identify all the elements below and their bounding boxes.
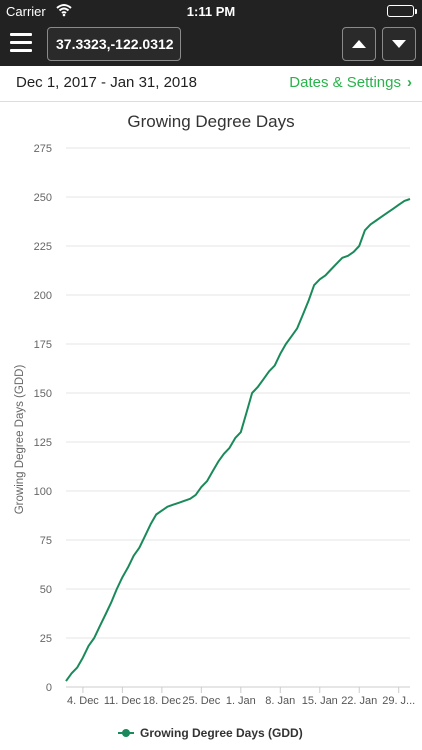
x-tick-label: 11. Dec [104, 695, 142, 707]
y-tick-label: 275 [34, 143, 52, 155]
y-tick-label: 50 [40, 584, 52, 596]
chart-title: Growing Degree Days [127, 112, 294, 131]
x-tick-label: 25. Dec [182, 695, 220, 707]
date-bar: Dec 1, 2017 - Jan 31, 2018 Dates & Setti… [0, 66, 422, 102]
arrow-down-icon [392, 40, 406, 48]
arrow-down-button[interactable] [382, 27, 416, 61]
x-tick-label: 8. Jan [265, 695, 295, 707]
y-tick-label: 200 [34, 290, 52, 302]
y-tick-label: 25 [40, 633, 52, 645]
legend-marker [122, 729, 130, 737]
y-tick-label: 225 [34, 241, 52, 253]
gdd-series-line [65, 198, 411, 682]
y-tick-label: 125 [34, 437, 52, 449]
legend-label[interactable]: Growing Degree Days (GDD) [140, 726, 303, 740]
chevron-right-icon: › [407, 74, 412, 91]
battery-icon [387, 5, 417, 17]
menu-icon[interactable] [10, 33, 32, 53]
y-tick-label: 150 [34, 388, 52, 400]
coordinates-field[interactable]: 37.3323,-122.0312 [47, 27, 181, 61]
y-tick-label: 75 [40, 535, 52, 547]
date-range: Dec 1, 2017 - Jan 31, 2018 [16, 74, 197, 91]
x-tick-label: 29. J... [382, 695, 415, 707]
carrier-label: Carrier [6, 4, 46, 19]
nav-bar: 37.3323,-122.0312 [0, 22, 422, 66]
wifi-icon [56, 3, 72, 20]
x-tick-label: 4. Dec [67, 695, 99, 707]
y-tick-label: 175 [34, 339, 52, 351]
x-tick-label: 22. Jan [341, 695, 377, 707]
x-tick-label: 18. Dec [143, 695, 181, 707]
y-tick-label: 0 [46, 682, 52, 694]
gdd-chart: Growing Degree Days 0 25 50 75 100 125 150 175 20… [14, 112, 415, 740]
dates-settings-label: Dates & Settings [289, 74, 401, 91]
status-bar: Carrier 1:11 PM [0, 0, 422, 22]
arrow-up-icon [352, 40, 366, 48]
y-axis-label: Growing Degree Days (GDD) [14, 365, 26, 515]
y-tick-label: 100 [34, 486, 52, 498]
x-tick-label: 1. Jan [226, 695, 256, 707]
arrow-up-button[interactable] [342, 27, 376, 61]
status-time: 1:11 PM [186, 4, 236, 19]
x-tick-label: 15. Jan [302, 695, 338, 707]
dates-settings-link[interactable]: Dates & Settings › [289, 74, 412, 91]
y-tick-label: 250 [34, 192, 52, 204]
